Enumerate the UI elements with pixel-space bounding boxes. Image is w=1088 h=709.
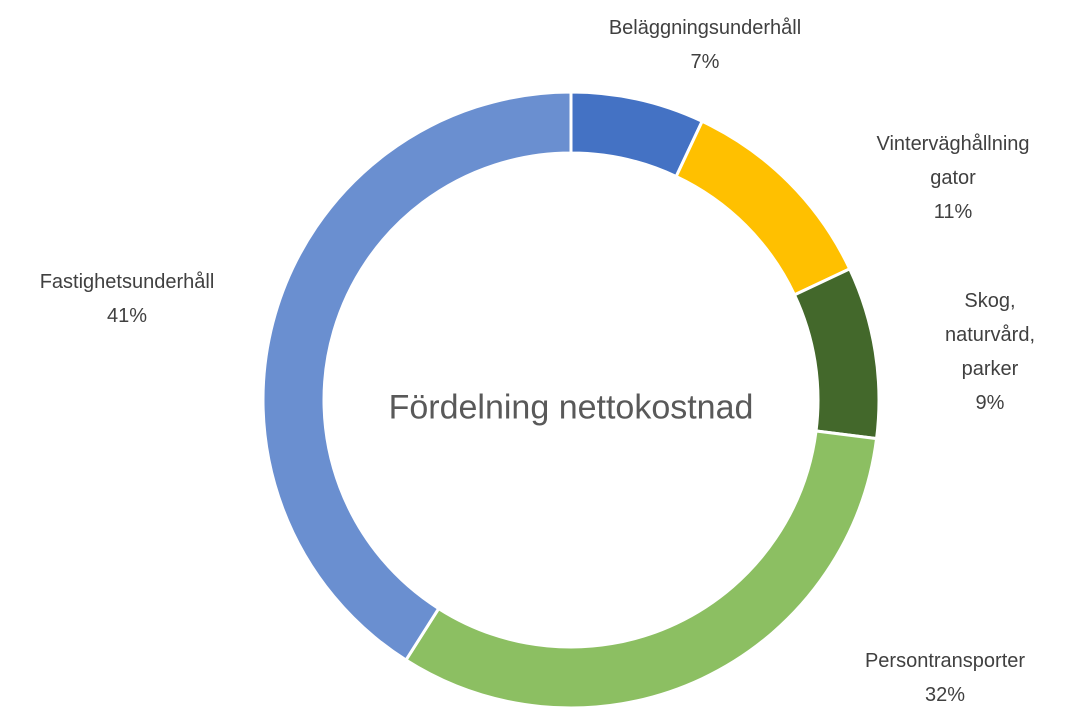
value-label: 11% xyxy=(933,201,973,223)
category-label: Persontransporter xyxy=(864,650,1026,672)
value-label: 32% xyxy=(924,684,966,706)
donut-slice xyxy=(403,429,879,709)
category-label: Skog, naturvård, parker xyxy=(944,290,1036,380)
category-label: Fastighetsunderhåll xyxy=(39,271,215,293)
category-label: Beläggningsunderhåll xyxy=(608,17,802,39)
slice-label: Fastighetsunderhåll 41% xyxy=(40,265,215,333)
donut-slice xyxy=(261,90,573,663)
slice-label: Skog, naturvård, parker 9% xyxy=(925,284,1055,420)
chart-title: Fördelning nettokostnad xyxy=(388,388,754,427)
slice-label: Vinterväghållning gator 11% xyxy=(876,127,1029,229)
value-label: 41% xyxy=(106,305,148,327)
slice-label: Persontransporter 32% xyxy=(865,644,1025,709)
slice-label: Beläggningsunderhåll 7% xyxy=(609,11,801,79)
value-label: 9% xyxy=(975,392,1005,414)
value-label: 7% xyxy=(690,51,720,73)
category-label: Vinterväghållning gator xyxy=(876,133,1030,189)
donut-slice xyxy=(674,119,852,297)
donut-slice xyxy=(792,266,881,441)
